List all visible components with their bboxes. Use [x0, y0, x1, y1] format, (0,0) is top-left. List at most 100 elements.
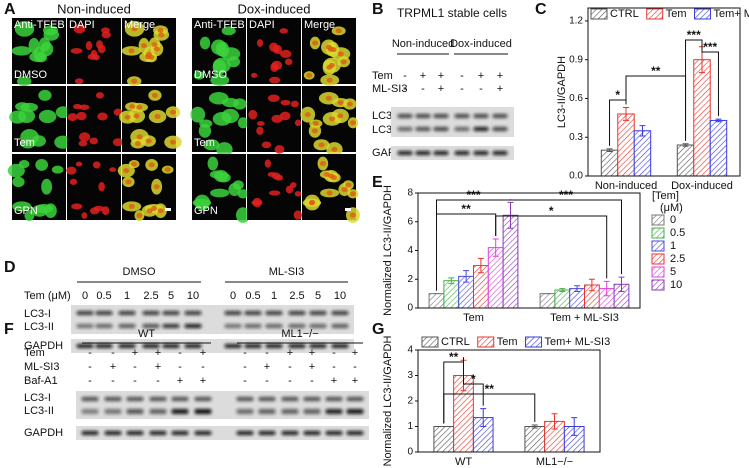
band	[95, 324, 113, 328]
nucleus	[326, 77, 333, 83]
sign: -	[288, 375, 292, 387]
band	[118, 324, 136, 328]
error-bar	[480, 408, 487, 427]
panel-label: G	[372, 321, 384, 338]
cell	[76, 111, 87, 121]
y-tick-label: 0	[407, 447, 413, 458]
sign: +	[438, 70, 444, 82]
nucleus	[337, 100, 344, 106]
band	[76, 344, 94, 348]
legend-label: 1	[670, 240, 676, 252]
significance-label: ***	[703, 40, 717, 54]
significance-label: *	[615, 88, 620, 102]
band	[492, 127, 508, 131]
sign: -	[353, 361, 357, 373]
cell	[35, 158, 49, 171]
blot	[391, 107, 514, 137]
nucleus	[330, 47, 337, 53]
significance-label: **	[485, 382, 495, 396]
y-tick-label: 6	[407, 216, 413, 227]
nucleus	[157, 208, 164, 214]
y-tick-label: 3	[407, 370, 413, 381]
band	[325, 431, 343, 435]
band	[415, 127, 431, 131]
sign: -	[265, 347, 269, 359]
band	[492, 151, 508, 155]
sign: -	[156, 375, 160, 387]
significance-bracket	[685, 39, 703, 141]
band	[397, 151, 413, 155]
bar	[443, 280, 460, 309]
error-bar	[551, 413, 558, 430]
band	[126, 397, 144, 401]
nucleus	[350, 191, 356, 197]
significance-label: **	[461, 202, 471, 216]
dose: 0	[230, 290, 236, 302]
sign: +	[264, 361, 270, 373]
cell	[199, 36, 211, 50]
x-tick-label: ML1−/−	[536, 456, 573, 468]
nucleus	[124, 114, 131, 120]
band	[76, 311, 94, 315]
band	[258, 431, 276, 435]
nucleus	[311, 128, 318, 134]
legend-label: Tem+ ML-SI3	[545, 336, 611, 348]
y-axis-label: Normalized LC3-II/GAPDH	[382, 336, 394, 467]
y-tick-label: 2	[407, 396, 413, 407]
cell	[85, 40, 93, 51]
legend-swatch	[651, 279, 665, 291]
nucleus	[345, 182, 352, 188]
band	[244, 324, 262, 328]
error-bar	[574, 285, 581, 292]
cell	[75, 161, 83, 167]
sign: -	[133, 375, 137, 387]
sign: -	[133, 361, 137, 373]
sign: -	[243, 361, 247, 373]
band	[415, 151, 431, 155]
sign: +	[132, 347, 138, 359]
band	[149, 431, 167, 435]
cell	[87, 53, 98, 60]
cell	[12, 176, 25, 188]
error-bar	[639, 125, 646, 137]
cell	[216, 142, 233, 157]
band	[149, 409, 167, 414]
band	[224, 311, 242, 315]
band	[184, 311, 202, 315]
error-bar	[618, 276, 625, 292]
band	[331, 311, 349, 315]
band	[81, 431, 99, 435]
nucleus	[136, 213, 143, 219]
nucleus	[153, 184, 160, 190]
nucleus	[128, 203, 135, 209]
band	[288, 344, 306, 348]
dose: 10	[187, 290, 199, 302]
x-tick-label: Dox-induced	[671, 180, 733, 192]
dose: 0	[82, 290, 88, 302]
band	[492, 114, 508, 118]
sign: +	[177, 375, 183, 387]
sign: +	[309, 361, 315, 373]
band	[104, 409, 122, 414]
cell	[256, 126, 264, 135]
nucleus	[170, 109, 176, 115]
nucleus	[144, 54, 151, 60]
nucleus	[312, 121, 319, 127]
significance-label: **	[651, 64, 661, 78]
band	[433, 151, 449, 155]
sign: -	[243, 375, 247, 387]
band-label: LC3-II	[24, 321, 54, 333]
cell	[74, 78, 84, 85]
cell	[190, 106, 206, 123]
legend-swatch	[477, 336, 495, 348]
nucleus	[125, 179, 132, 185]
band	[142, 344, 160, 348]
band	[415, 114, 431, 118]
cell	[210, 188, 230, 198]
nucleus	[145, 138, 152, 144]
sign: -	[479, 83, 483, 95]
cell	[264, 159, 272, 168]
nucleus	[335, 28, 342, 34]
sign: +	[287, 347, 293, 359]
cell	[16, 76, 32, 87]
